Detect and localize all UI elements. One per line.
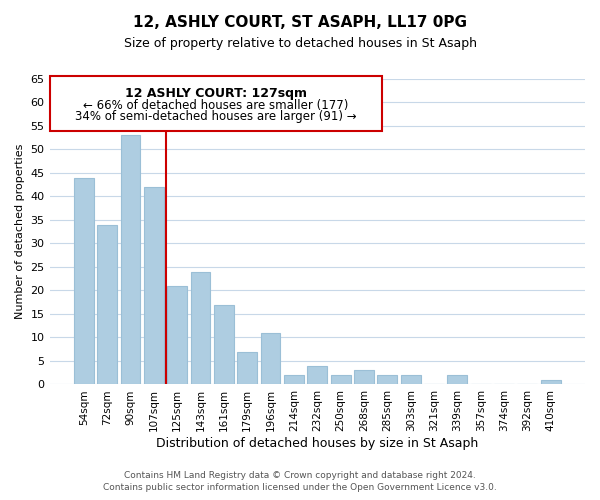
Bar [214,304,234,384]
Bar [191,272,211,384]
Bar [377,375,397,384]
Bar [144,187,164,384]
Y-axis label: Number of detached properties: Number of detached properties [15,144,25,320]
Bar [74,178,94,384]
Text: ← 66% of detached houses are smaller (177): ← 66% of detached houses are smaller (17… [83,99,348,112]
Bar [448,375,467,384]
Bar [260,333,280,384]
Text: Contains HM Land Registry data © Crown copyright and database right 2024.
Contai: Contains HM Land Registry data © Crown c… [103,471,497,492]
Bar [401,375,421,384]
Bar [354,370,374,384]
Bar [97,224,117,384]
Bar [121,136,140,384]
X-axis label: Distribution of detached houses by size in St Asaph: Distribution of detached houses by size … [156,437,478,450]
FancyBboxPatch shape [50,76,382,131]
Bar [284,375,304,384]
Bar [541,380,560,384]
Bar [167,286,187,384]
Bar [331,375,350,384]
Bar [238,352,257,384]
Text: 12, ASHLY COURT, ST ASAPH, LL17 0PG: 12, ASHLY COURT, ST ASAPH, LL17 0PG [133,15,467,30]
Text: 34% of semi-detached houses are larger (91) →: 34% of semi-detached houses are larger (… [75,110,356,123]
Text: 12 ASHLY COURT: 127sqm: 12 ASHLY COURT: 127sqm [125,86,307,100]
Text: Size of property relative to detached houses in St Asaph: Size of property relative to detached ho… [124,38,476,51]
Bar [307,366,327,384]
